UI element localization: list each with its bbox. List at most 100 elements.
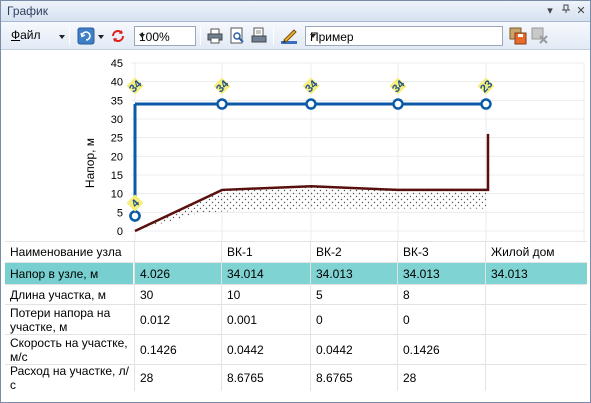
- refresh-icon[interactable]: [77, 27, 95, 45]
- delete-scheme-icon[interactable]: [531, 27, 549, 45]
- y-tick-label: 25: [111, 133, 123, 145]
- file-menu-label: айл: [20, 28, 41, 42]
- table-cell[interactable]: 30: [140, 287, 154, 302]
- table-cell[interactable]: 34.013: [486, 263, 587, 284]
- y-tick-label: 20: [111, 151, 123, 163]
- row-header-cell[interactable]: Расход на участке, л/с: [10, 364, 130, 392]
- zoom-dropdown-icon[interactable]: [139, 34, 145, 38]
- y-axis-label: Напор, м: [83, 138, 97, 188]
- table-row: Длина участка, м 30 10 5 8: [5, 284, 587, 304]
- table-row: Потери напора на участке, м 0.012 0.001 0 0: [5, 304, 587, 334]
- table-cell[interactable]: 0.1426: [140, 342, 177, 357]
- table-cell[interactable]: [486, 335, 587, 364]
- node-badge-label: 34: [303, 78, 321, 96]
- table-cell[interactable]: 0.0442: [227, 342, 264, 357]
- table-cell[interactable]: 8.6765: [316, 371, 353, 385]
- table-cell[interactable]: 0.1426: [403, 342, 440, 357]
- table-cell[interactable]: 0.0442: [316, 342, 353, 357]
- node-marker: [480, 98, 492, 110]
- file-menu-hotkey: Ф: [11, 28, 21, 42]
- column-divider: [485, 241, 486, 391]
- y-tick-label: 30: [111, 114, 123, 126]
- table-cell[interactable]: ВК-3: [403, 245, 429, 259]
- table-row: Напор в узле, м 4.026 34.014 34.013 34.013 34…: [5, 262, 587, 284]
- separator: [69, 27, 70, 45]
- y-tick-label: 0: [117, 226, 123, 238]
- table-row: Расход на участке, л/с 28 8.6765 8.6765 28: [5, 364, 587, 392]
- print-icon[interactable]: [206, 27, 224, 45]
- column-divider: [134, 241, 135, 391]
- table-cell[interactable]: 8.6765: [227, 371, 264, 385]
- row-header-cell[interactable]: Напор в узле, м: [5, 263, 133, 284]
- zoom-value: 100%: [139, 30, 170, 44]
- scheme-dropdown-icon[interactable]: [310, 34, 316, 38]
- close-icon[interactable]: ✕: [576, 5, 586, 17]
- table-row: Скорость на участке, м/с 0.1426 0.0442 0.04…: [5, 334, 587, 364]
- table-cell[interactable]: 5: [316, 287, 323, 302]
- file-menu[interactable]: Файл: [11, 28, 41, 42]
- node-table: Наименование узла ВК-1 ВК-2 ВК-3 Жилой дом На…: [5, 241, 587, 392]
- y-tick-label: 40: [111, 77, 123, 89]
- table-cell[interactable]: 10: [227, 287, 241, 302]
- table-cell[interactable]: 4.026: [135, 263, 221, 284]
- row-header-cell[interactable]: Длина участка, м: [10, 287, 106, 302]
- pressure-chart: 45 40 35 30 25 20 15 10 5 0 Напор, м 4 34 34 34 34 23: [1, 51, 590, 241]
- table-cell[interactable]: 0.001: [227, 312, 258, 327]
- file-menu-dropdown-icon[interactable]: [59, 35, 65, 39]
- table-cell[interactable]: ВК-2: [316, 245, 342, 259]
- table-cell[interactable]: 0: [316, 312, 323, 327]
- reset-icon[interactable]: [109, 27, 127, 45]
- table-cell[interactable]: 28: [140, 371, 154, 385]
- node-marker: [216, 98, 228, 110]
- table-cell[interactable]: [135, 242, 221, 262]
- table-cell[interactable]: ВК-1: [227, 245, 253, 259]
- title-bar: График ▾ ✕: [1, 1, 590, 22]
- row-header-cell[interactable]: Наименование узла: [10, 245, 122, 259]
- node-badge-label: 34: [214, 78, 232, 96]
- separator: [200, 27, 201, 45]
- ground-fill: [135, 186, 486, 231]
- table-cell[interactable]: 34.013: [398, 263, 485, 284]
- window-menu-icon[interactable]: ▾: [547, 5, 553, 17]
- table-header-row: Наименование узла ВК-1 ВК-2 ВК-3 Жилой дом: [5, 241, 587, 262]
- refresh-dropdown-icon[interactable]: [98, 35, 104, 39]
- window-title: График: [7, 4, 48, 18]
- table-cell[interactable]: [486, 305, 587, 334]
- column-divider: [221, 241, 222, 391]
- table-cell[interactable]: [486, 365, 587, 391]
- node-marker: [129, 210, 141, 222]
- y-tick-label: 5: [117, 207, 123, 219]
- table-cell[interactable]: [486, 285, 587, 304]
- toolbar: Файл 100% Пример: [1, 22, 590, 50]
- table-cell[interactable]: 34.014: [222, 263, 310, 284]
- scheme-select[interactable]: Пример: [305, 26, 503, 46]
- pin-icon[interactable]: [559, 4, 573, 18]
- column-divider: [310, 241, 311, 391]
- table-cell[interactable]: 34.013: [311, 263, 397, 284]
- table-cell[interactable]: 0: [403, 312, 410, 327]
- row-header-cell[interactable]: Скорость на участке, м/с: [10, 335, 128, 364]
- print-preview-icon[interactable]: [228, 27, 246, 45]
- y-tick-label: 35: [111, 95, 123, 107]
- node-badge-label: 34: [390, 78, 408, 96]
- separator: [273, 27, 274, 45]
- y-tick-label: 45: [111, 58, 123, 70]
- y-tick-label: 10: [111, 189, 123, 201]
- table-cell[interactable]: 8: [403, 287, 410, 302]
- ground-line: [134, 133, 490, 233]
- edit-scheme-icon[interactable]: [280, 27, 298, 45]
- scheme-value: Пример: [310, 30, 354, 44]
- save-scheme-icon[interactable]: [509, 27, 527, 45]
- zoom-select[interactable]: 100%: [134, 26, 196, 46]
- table-cell[interactable]: 28: [403, 371, 417, 385]
- node-badge-label: 34: [127, 78, 145, 96]
- table-cell[interactable]: 0.012: [140, 312, 171, 327]
- row-header-cell[interactable]: Потери напора на участке, м: [10, 305, 111, 334]
- y-tick-label: 15: [111, 170, 123, 182]
- page-setup-icon[interactable]: [250, 27, 268, 45]
- node-marker: [305, 98, 317, 110]
- node-marker: [392, 98, 404, 110]
- node-badge-label: 23: [478, 78, 495, 95]
- table-cell[interactable]: Жилой дом: [491, 245, 555, 259]
